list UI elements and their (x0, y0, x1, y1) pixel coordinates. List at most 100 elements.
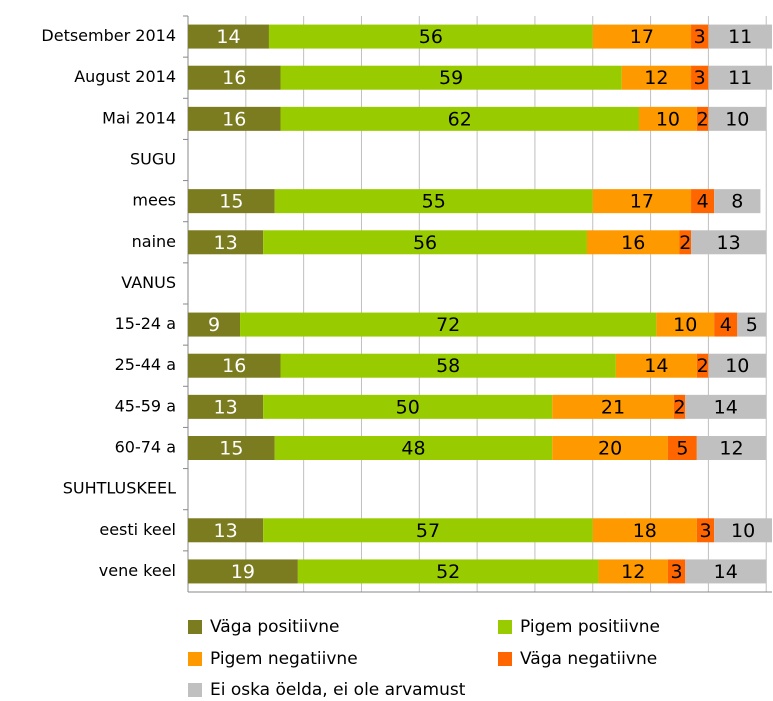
data-label: 15 (219, 438, 243, 460)
bar-segment (188, 518, 264, 543)
legend-swatch (188, 683, 202, 697)
data-label: 4 (697, 191, 709, 213)
bar-segment (691, 65, 709, 90)
data-label: 10 (725, 355, 749, 377)
data-label: 14 (644, 355, 668, 377)
data-label: 5 (746, 314, 758, 336)
data-label: 3 (694, 26, 706, 48)
legend-label: Pigem negatiivne (210, 649, 358, 669)
bar-segment (280, 106, 640, 131)
bar-segment (691, 189, 715, 214)
legend-label: Pigem positiivne (520, 617, 660, 637)
data-label: 14 (714, 396, 738, 418)
legend-label: Väga negatiivne (520, 649, 657, 669)
bar-segment (274, 436, 553, 460)
data-label: 2 (697, 108, 709, 130)
y-tick-label: August 2014 (74, 67, 176, 86)
bar-segment (667, 559, 686, 584)
data-label: 19 (231, 561, 255, 583)
data-label: 17 (630, 191, 654, 213)
data-label: 2 (673, 396, 685, 418)
bar-segment (708, 24, 772, 49)
data-label: 13 (213, 520, 237, 542)
bar-segment (696, 518, 715, 543)
data-label: 11 (728, 26, 752, 48)
data-label: 3 (699, 520, 711, 542)
data-label: 3 (694, 67, 706, 89)
y-tick-label: mees (132, 191, 176, 210)
bar-segment (673, 394, 686, 419)
y-tick-label: naine (132, 232, 176, 251)
legend-swatch (498, 652, 512, 666)
bar-segment (679, 230, 692, 255)
bar-segment (696, 353, 709, 378)
bar-segment (188, 24, 269, 49)
bar-segment (667, 436, 697, 460)
bar-segment (592, 189, 692, 214)
data-label: 10 (656, 108, 680, 130)
legend-swatch (498, 620, 512, 634)
data-label: 16 (222, 67, 246, 89)
bar-segment (592, 518, 697, 543)
data-label: 16 (621, 232, 645, 254)
data-label: 50 (396, 396, 420, 418)
bar-segment (188, 353, 281, 378)
bar-segment (552, 394, 674, 419)
bar-segment (188, 394, 264, 419)
bar-segment (691, 24, 709, 49)
data-label: 13 (213, 396, 237, 418)
bar-segment (297, 559, 599, 584)
bar-segment (188, 312, 241, 337)
data-label: 3 (671, 561, 683, 583)
bar-segment (263, 518, 593, 543)
data-label: 11 (728, 67, 752, 89)
data-label: 13 (717, 232, 741, 254)
y-tick-label: Mai 2014 (102, 108, 176, 127)
bar-segment (592, 24, 692, 49)
y-tick-label: SUGU (130, 150, 176, 169)
data-label: 59 (439, 67, 463, 89)
bar-segment (598, 559, 668, 584)
bar-segment (188, 189, 275, 214)
data-label: 14 (714, 561, 738, 583)
data-label: 2 (697, 355, 709, 377)
bar-segment (280, 353, 616, 378)
bar-segment (188, 559, 298, 584)
data-label: 13 (213, 232, 237, 254)
legend-swatch (188, 652, 202, 666)
bar-segment (696, 106, 709, 131)
data-label: 9 (208, 314, 220, 336)
data-label: 21 (601, 396, 625, 418)
data-label: 18 (633, 520, 657, 542)
bar-segment (708, 353, 767, 378)
data-label: 5 (676, 438, 688, 460)
bar-segment (263, 230, 587, 255)
data-label: 55 (422, 191, 446, 213)
bar-segment (188, 436, 275, 460)
data-label: 72 (436, 314, 460, 336)
legend-label: Ei oska öelda, ei ole arvamust (210, 680, 466, 700)
bar-segment (615, 353, 697, 378)
bar-segment (639, 106, 697, 131)
data-label: 15 (219, 191, 243, 213)
bar-segment (240, 312, 657, 337)
bar-segment (656, 312, 715, 337)
bar-segment (685, 559, 767, 584)
data-label: 8 (731, 191, 743, 213)
data-label: 20 (598, 438, 622, 460)
data-label: 12 (621, 561, 645, 583)
bar-segment (714, 189, 761, 214)
data-label: 52 (436, 561, 460, 583)
y-tick-label: VANUS (121, 273, 176, 292)
bar-segment (280, 65, 622, 90)
data-label: 16 (222, 355, 246, 377)
y-tick-label: SUHTLUSKEEL (63, 479, 176, 498)
bar-segment (268, 24, 593, 49)
bar-segment (188, 230, 264, 255)
data-label: 62 (448, 108, 472, 130)
bar-segment (188, 65, 281, 90)
y-tick-label: 15-24 a (115, 314, 176, 333)
bar-segment (685, 394, 767, 419)
bar-segment (737, 312, 767, 337)
data-label: 12 (719, 438, 743, 460)
